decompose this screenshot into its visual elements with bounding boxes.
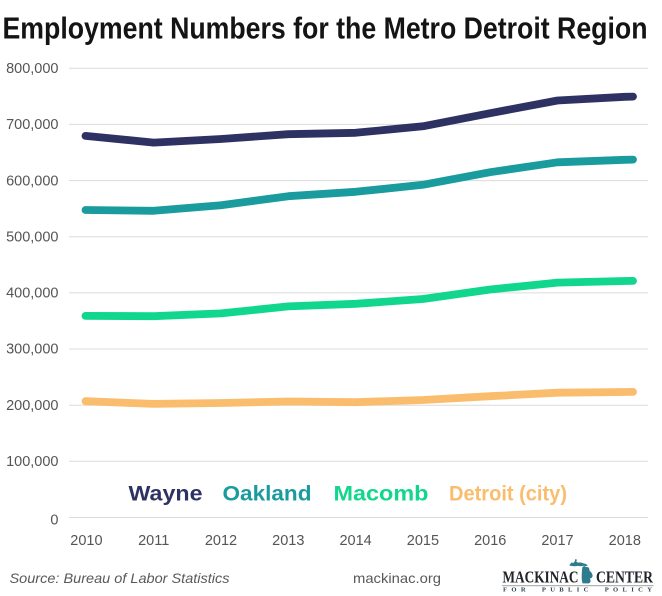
svg-text:2018: 2018	[609, 533, 641, 549]
svg-text:Oakland: Oakland	[223, 482, 312, 505]
svg-text:2015: 2015	[407, 533, 439, 549]
svg-text:Employment Numbers for the Met: Employment Numbers for the Metro Detroit…	[3, 12, 648, 46]
svg-text:2011: 2011	[138, 533, 169, 549]
svg-text:mackinac.org: mackinac.org	[353, 570, 441, 586]
svg-text:2016: 2016	[474, 533, 506, 549]
svg-text:2012: 2012	[205, 533, 237, 549]
svg-text:600,000: 600,000	[6, 173, 58, 189]
svg-text:2017: 2017	[541, 533, 573, 549]
svg-text:0: 0	[50, 512, 58, 528]
svg-text:400,000: 400,000	[6, 286, 58, 302]
svg-text:300,000: 300,000	[6, 342, 58, 358]
svg-text:500,000: 500,000	[6, 229, 58, 245]
svg-text:MACKINAC: MACKINAC	[503, 568, 579, 587]
svg-text:200,000: 200,000	[6, 398, 58, 414]
svg-text:100,000: 100,000	[6, 454, 58, 470]
svg-text:Source: Bureau of Labor Statis: Source: Bureau of Labor Statistics	[10, 570, 230, 586]
svg-text:FOR PUBLIC POLICY: FOR PUBLIC POLICY	[503, 587, 652, 594]
svg-text:Wayne: Wayne	[129, 482, 203, 505]
svg-text:Detroit (city): Detroit (city)	[449, 482, 567, 505]
svg-text:700,000: 700,000	[6, 117, 58, 133]
svg-text:800,000: 800,000	[6, 61, 58, 77]
svg-text:2014: 2014	[339, 533, 371, 549]
svg-text:CENTER: CENTER	[596, 568, 654, 587]
svg-text:2013: 2013	[272, 533, 304, 549]
svg-text:2010: 2010	[70, 533, 102, 549]
svg-text:Macomb: Macomb	[334, 482, 429, 505]
